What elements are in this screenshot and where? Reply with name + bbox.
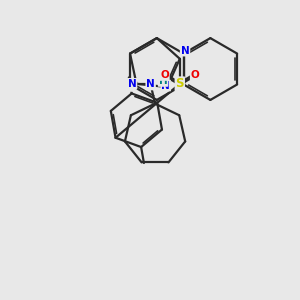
Text: N: N [161,81,170,91]
Text: S: S [176,77,184,90]
Text: O: O [191,70,200,80]
Text: N: N [126,81,134,91]
Text: H: H [159,76,167,86]
Text: N: N [128,79,136,89]
Text: O: O [160,70,169,80]
Text: N: N [181,46,189,56]
Text: N: N [146,80,155,89]
